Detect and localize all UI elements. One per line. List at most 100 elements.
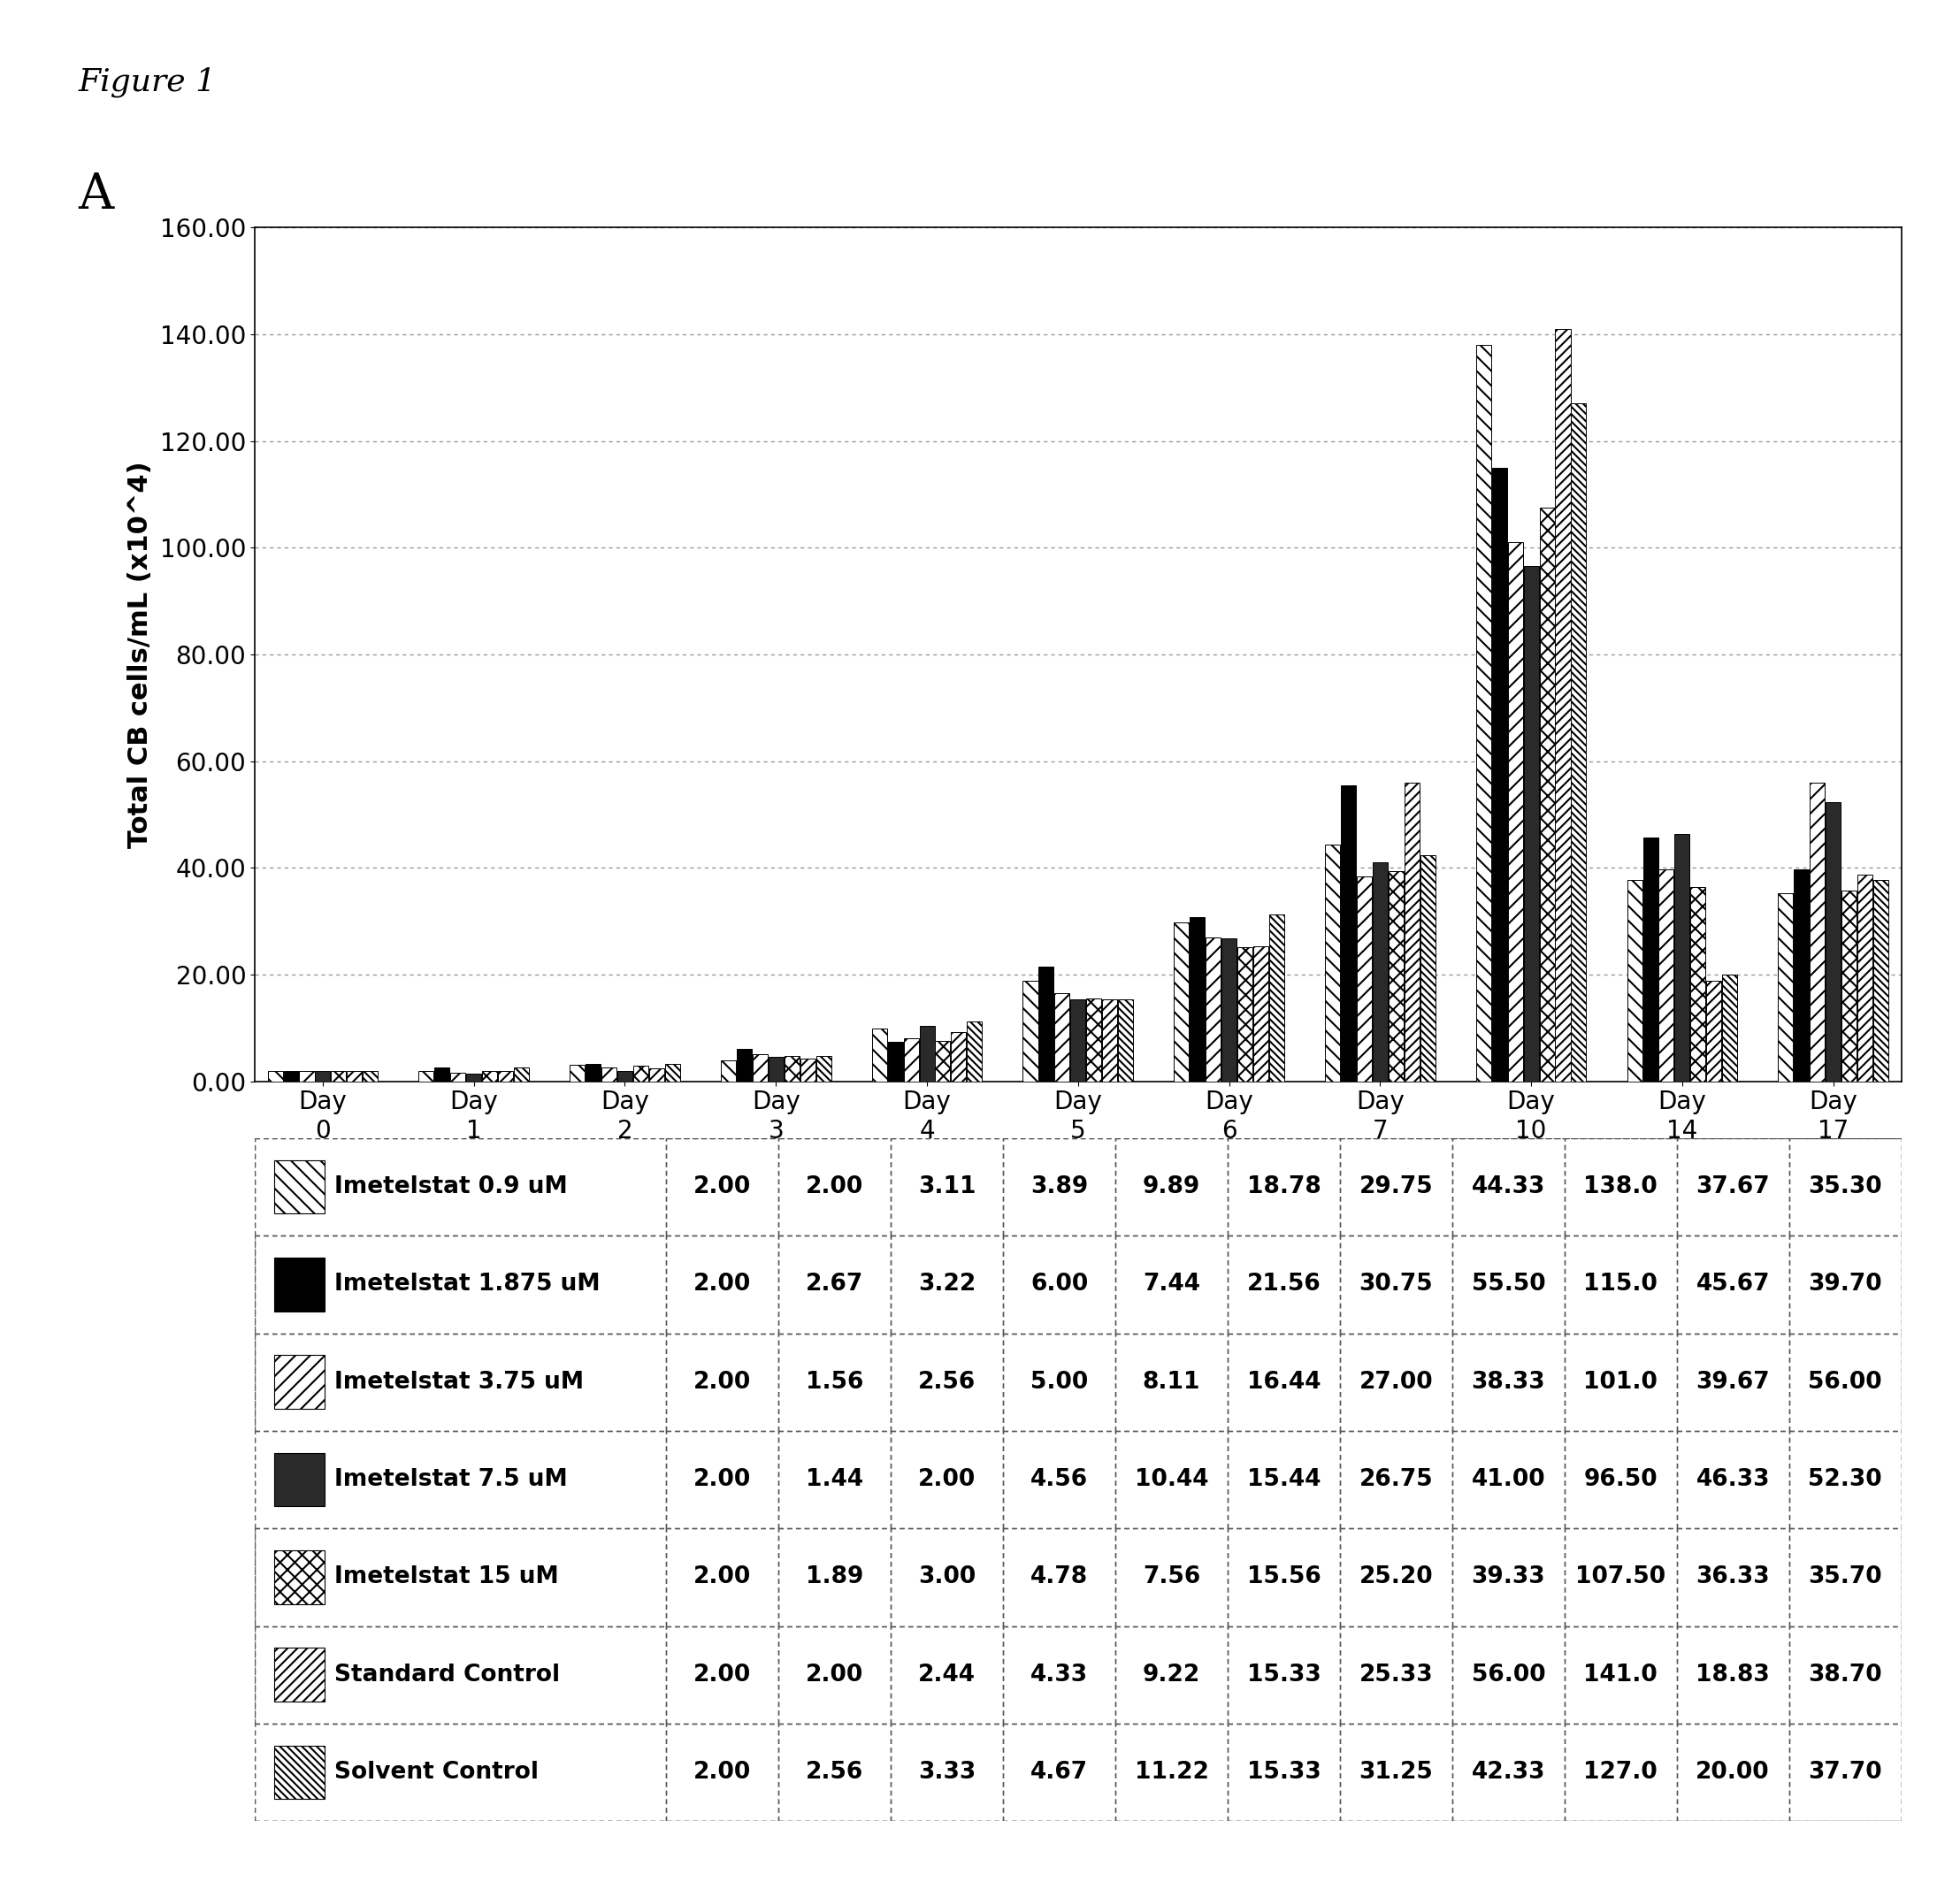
Text: 2.00: 2.00 <box>694 1372 751 1394</box>
Bar <box>1674 835 1690 1081</box>
Text: 31.25: 31.25 <box>1358 1760 1433 1783</box>
Text: Imetelstat 7.5 uM: Imetelstat 7.5 uM <box>333 1468 566 1491</box>
Bar <box>1523 567 1539 1081</box>
Text: 4.33: 4.33 <box>1031 1664 1088 1686</box>
Text: 25.20: 25.20 <box>1358 1565 1433 1588</box>
Text: Solvent Control: Solvent Control <box>333 1760 539 1783</box>
Text: 2.00: 2.00 <box>694 1273 751 1296</box>
Text: 107.50: 107.50 <box>1576 1565 1666 1588</box>
Bar <box>966 1021 982 1081</box>
Bar <box>753 1055 768 1081</box>
Text: 9.22: 9.22 <box>1143 1664 1200 1686</box>
Bar <box>1793 869 1809 1081</box>
Bar <box>269 1070 282 1081</box>
Text: 46.33: 46.33 <box>1695 1468 1770 1491</box>
Text: Imetelstat 15 uM: Imetelstat 15 uM <box>333 1565 559 1588</box>
Text: 1.89: 1.89 <box>806 1565 864 1588</box>
Bar <box>1054 994 1070 1081</box>
Text: 1.56: 1.56 <box>806 1372 864 1394</box>
Bar <box>1858 875 1872 1081</box>
Text: 38.70: 38.70 <box>1807 1664 1882 1686</box>
Bar <box>1252 947 1268 1081</box>
Bar <box>784 1057 800 1081</box>
Bar <box>274 1161 323 1214</box>
Bar <box>1658 869 1674 1081</box>
Bar <box>1707 981 1721 1081</box>
Text: 41.00: 41.00 <box>1472 1468 1544 1491</box>
Bar <box>1507 543 1523 1081</box>
Bar <box>1190 918 1205 1081</box>
Bar <box>633 1066 649 1081</box>
Bar <box>1627 880 1642 1081</box>
Text: 96.50: 96.50 <box>1584 1468 1658 1491</box>
Text: Imetelstat 0.9 uM: Imetelstat 0.9 uM <box>333 1176 566 1199</box>
Text: 5.00: 5.00 <box>1031 1372 1088 1394</box>
Y-axis label: Total CB cells/mL (x10^4): Total CB cells/mL (x10^4) <box>127 461 153 848</box>
Bar <box>1070 1000 1086 1081</box>
Bar <box>1476 345 1492 1081</box>
Text: 6.00: 6.00 <box>1031 1273 1088 1296</box>
Bar <box>1372 863 1388 1081</box>
Bar <box>570 1064 584 1081</box>
Text: 4.67: 4.67 <box>1031 1760 1088 1783</box>
Text: 35.70: 35.70 <box>1807 1565 1882 1588</box>
Text: 56.00: 56.00 <box>1807 1372 1882 1394</box>
Bar <box>274 1550 323 1605</box>
Text: 8.11: 8.11 <box>1143 1372 1201 1394</box>
Bar <box>1237 947 1252 1081</box>
Bar <box>1539 508 1554 1081</box>
Bar <box>435 1066 449 1081</box>
Text: Imetelstat 1.875 uM: Imetelstat 1.875 uM <box>333 1273 600 1296</box>
Bar <box>482 1072 498 1081</box>
Text: 127.0: 127.0 <box>1584 1760 1658 1783</box>
Bar <box>1356 876 1372 1081</box>
Bar <box>737 1049 753 1081</box>
Text: 37.70: 37.70 <box>1807 1760 1882 1783</box>
Bar <box>363 1070 378 1081</box>
Bar <box>617 1070 633 1081</box>
Bar <box>1556 328 1570 1081</box>
Text: 2.44: 2.44 <box>919 1664 976 1686</box>
Text: 15.44: 15.44 <box>1247 1468 1321 1491</box>
Bar <box>1268 914 1284 1081</box>
Text: 2.00: 2.00 <box>806 1664 864 1686</box>
Text: 26.75: 26.75 <box>1358 1468 1433 1491</box>
Bar <box>1874 880 1887 1081</box>
Bar <box>1842 892 1856 1081</box>
Bar <box>1174 922 1190 1081</box>
Bar <box>1723 975 1737 1081</box>
Bar <box>888 1041 904 1081</box>
Bar <box>274 1648 323 1702</box>
Text: 3.00: 3.00 <box>917 1565 976 1588</box>
Bar <box>1341 785 1356 1081</box>
Text: 4.56: 4.56 <box>1031 1468 1088 1491</box>
Bar <box>664 1064 680 1081</box>
Bar <box>514 1068 529 1081</box>
Bar <box>1809 782 1825 1081</box>
Bar <box>1086 998 1102 1081</box>
Text: 37.67: 37.67 <box>1695 1176 1770 1199</box>
Bar <box>768 1057 784 1081</box>
Bar <box>419 1070 433 1081</box>
Bar <box>935 1041 951 1081</box>
Text: 115.0: 115.0 <box>1584 1273 1658 1296</box>
Bar <box>274 1354 323 1409</box>
Bar <box>919 1026 935 1081</box>
Bar <box>1572 404 1586 1081</box>
Bar <box>274 1258 323 1311</box>
Text: A: A <box>78 171 114 220</box>
Text: 35.30: 35.30 <box>1807 1176 1882 1199</box>
Bar <box>451 1074 465 1081</box>
Bar <box>1642 838 1658 1081</box>
Bar <box>602 1068 617 1081</box>
Text: 44.33: 44.33 <box>1472 1176 1544 1199</box>
Bar <box>1117 1000 1133 1081</box>
Text: 27.00: 27.00 <box>1358 1372 1433 1394</box>
Text: 10.44: 10.44 <box>1135 1468 1209 1491</box>
Text: 2.00: 2.00 <box>694 1664 751 1686</box>
Text: 1.44: 1.44 <box>806 1468 864 1491</box>
Text: 25.33: 25.33 <box>1358 1664 1433 1686</box>
Text: 21.56: 21.56 <box>1247 1273 1321 1296</box>
Text: 15.33: 15.33 <box>1247 1760 1321 1783</box>
Text: 2.00: 2.00 <box>694 1760 751 1783</box>
